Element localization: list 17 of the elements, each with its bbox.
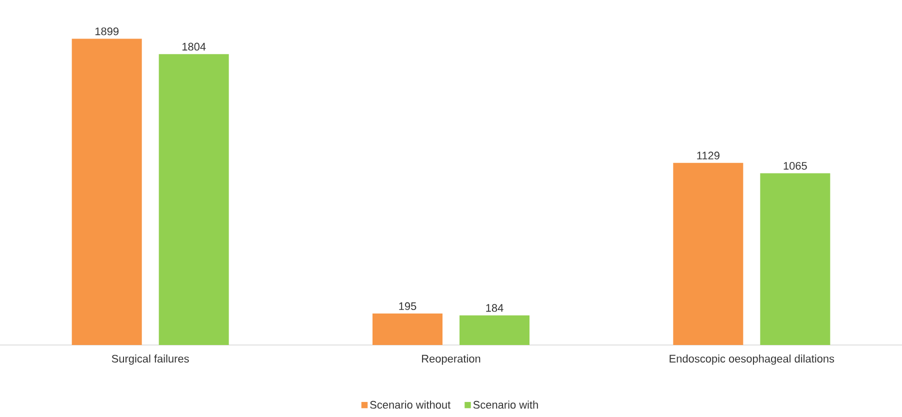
x-tick-label: Endoscopic oesophageal dilations: [670, 354, 834, 365]
x-tick-label: Surgical failures: [112, 354, 189, 365]
data-label: 184: [486, 304, 504, 312]
bar: [158, 54, 229, 345]
data-label: 1899: [95, 27, 118, 36]
data-label: 195: [399, 302, 416, 310]
bar: [760, 173, 830, 345]
bar: [460, 315, 530, 345]
data-label: 1804: [182, 42, 206, 51]
legend-label: Scenario with: [473, 400, 538, 409]
bar: [372, 314, 443, 345]
legend-label: Scenario without: [370, 400, 451, 409]
x-tick-label: Reoperation: [422, 354, 480, 365]
data-label: 1129: [697, 152, 720, 160]
bar: [72, 38, 142, 345]
bar: [673, 162, 744, 345]
data-label: 1065: [784, 162, 807, 170]
